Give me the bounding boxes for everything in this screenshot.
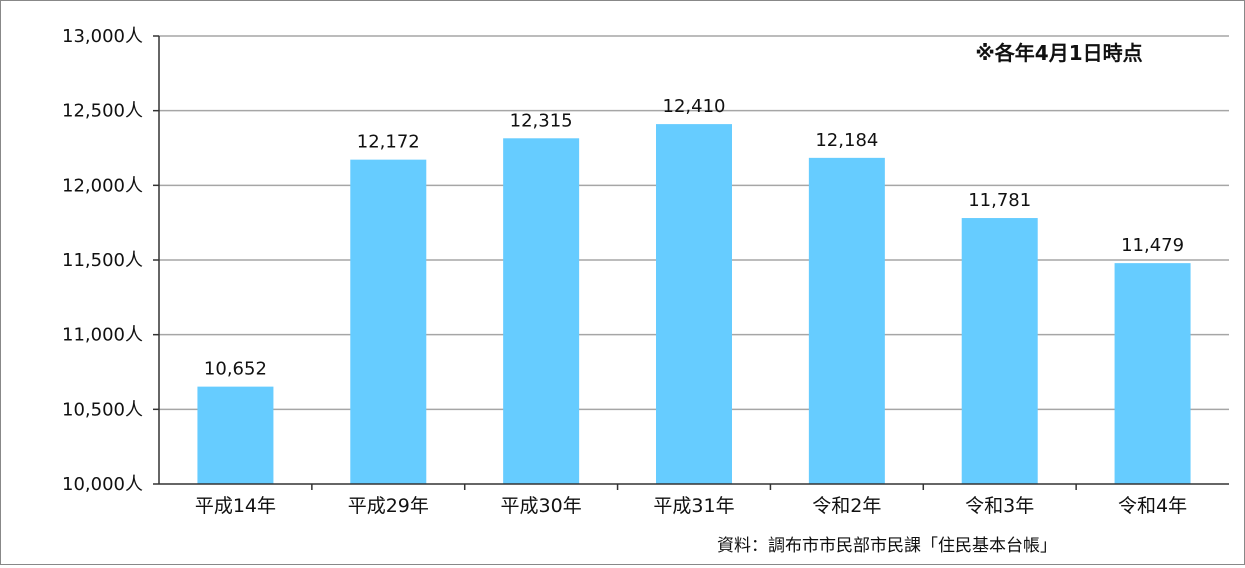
x-tick-label: 令和2年 — [812, 495, 881, 517]
x-axis-ticks: 平成14年 平成29年 平成30年 平成31年 令和2年 令和3年 令和4年 — [195, 484, 1187, 517]
bar-value-label: 12,184 — [815, 130, 878, 151]
bar — [1114, 263, 1191, 484]
y-axis-ticks: 10,000人 10,500人 11,000人 11,500人 12,000人 12,50… — [62, 26, 159, 495]
bar-value-label: 12,410 — [663, 96, 726, 117]
source-note: 資料：調布市市民部市民課「住民基本台帳」 — [717, 536, 1057, 556]
x-tick-label: 平成14年 — [195, 495, 276, 517]
y-tick-label: 12,500人 — [62, 101, 143, 122]
y-tick-label: 10,000人 — [62, 474, 143, 495]
y-tick-label: 12,000人 — [62, 175, 143, 196]
y-tick-label: 10,500人 — [62, 399, 143, 420]
y-tick-label: 13,000人 — [62, 26, 143, 47]
bar — [350, 159, 427, 484]
y-tick-label: 11,000人 — [62, 325, 143, 346]
bar — [503, 138, 580, 484]
x-tick-label: 令和4年 — [1118, 495, 1187, 517]
y-tick-label: 11,500人 — [62, 250, 143, 271]
bar-value-label: 11,781 — [968, 190, 1031, 211]
x-tick-label: 平成31年 — [653, 495, 734, 517]
bar-value-labels: 10,652 12,172 12,315 12,410 12,184 11,781 11,4… — [204, 96, 1184, 380]
bar — [656, 124, 732, 485]
bar — [961, 218, 1038, 484]
bar — [808, 157, 885, 484]
date-note: ※各年4月1日時点 — [975, 41, 1142, 65]
bar — [197, 386, 274, 484]
x-tick-label: 平成29年 — [348, 495, 429, 517]
x-tick-label: 平成30年 — [501, 495, 582, 517]
x-tick-label: 令和3年 — [965, 495, 1034, 517]
bars — [197, 124, 1191, 485]
bar-value-label: 12,315 — [510, 110, 573, 131]
bar-value-label: 12,172 — [357, 132, 420, 153]
bar-value-label: 11,479 — [1121, 235, 1184, 256]
bar-value-label: 10,652 — [204, 359, 267, 380]
